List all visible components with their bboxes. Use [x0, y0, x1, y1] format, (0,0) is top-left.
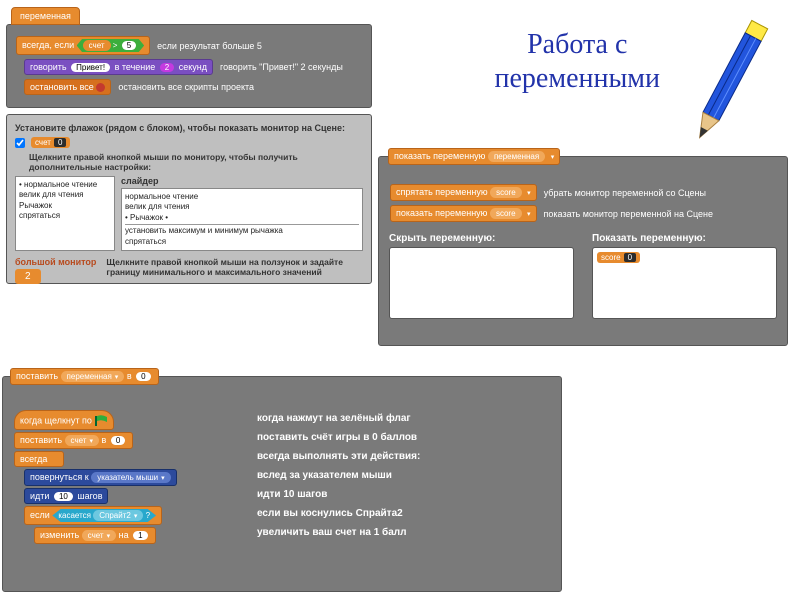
- touching-sensor: касается Спрайт2 ?: [52, 509, 156, 522]
- explain-show: показать монитор переменной на Сцене: [544, 209, 713, 219]
- block-if[interactable]: если касается Спрайт2 ?: [24, 506, 162, 525]
- block-hide-variable[interactable]: спрятать переменную score: [390, 184, 537, 201]
- block-show-variable-row[interactable]: показать переменную score: [390, 205, 537, 222]
- page-title: Работа с переменными: [495, 28, 660, 95]
- block-set-count[interactable]: поставить счет в 0: [14, 432, 133, 449]
- block-forever-if[interactable]: всегда, если счет > 5: [16, 36, 150, 55]
- show-header: Показать переменную:: [592, 233, 777, 244]
- title-line2: переменными: [495, 63, 660, 94]
- explain-3: остановить все скрипты проекта: [118, 82, 254, 92]
- slider-note: Щелкните правой кнопкой мыши на ползунок…: [106, 257, 363, 277]
- slider-label: слайдер: [121, 176, 363, 186]
- block-show-variable-top[interactable]: показать переменную переменная: [388, 148, 560, 165]
- show-monitor-checkbox[interactable]: [15, 138, 25, 148]
- explain-hide: убрать монитор переменной со Сцены: [544, 188, 706, 198]
- context-menu[interactable]: нормальное чтение велик для чтения • Рыч…: [121, 188, 363, 251]
- block-when-flag[interactable]: когда щелкнут по: [14, 410, 114, 430]
- green-flag-icon: [94, 415, 108, 427]
- explain-1: если результат больше 5: [157, 41, 262, 51]
- monitor-heading: Установите флажок (рядом с блоком), чтоб…: [15, 123, 363, 133]
- panel-script-example-2: поставить переменная в 0 когда щелкнут п…: [2, 376, 562, 592]
- block-forever[interactable]: всегда: [14, 451, 64, 467]
- explain-column: когда нажмут на зелёный флаг поставить с…: [257, 409, 551, 545]
- gt-operator: счет > 5: [77, 39, 145, 52]
- block-move-steps[interactable]: идти 10 шагов: [24, 488, 108, 504]
- explain-2: говорить "Привет!" 2 секунды: [220, 62, 343, 72]
- block-change-var[interactable]: изменить счет на 1: [34, 527, 156, 544]
- hide-header: Скрыть переменную:: [389, 233, 574, 244]
- block-set-var-top[interactable]: поставить переменная в 0: [10, 368, 159, 385]
- variables-tab[interactable]: переменная: [11, 7, 80, 25]
- monitor-small: счет0: [31, 137, 70, 148]
- panel-show-hide-variable: показать переменную переменная спрятать …: [378, 156, 788, 346]
- panel-monitor-settings: Установите флажок (рядом с блоком), чтоб…: [6, 114, 372, 284]
- big-monitor-value: 2: [15, 269, 41, 284]
- pencil-icon: [670, 10, 780, 170]
- big-monitor-label: большой монитор: [15, 257, 96, 267]
- hide-stage-box: [389, 247, 574, 319]
- script-stack: когда щелкнут по поставить счет в 0 всег…: [13, 409, 243, 545]
- title-line1: Работа с: [527, 29, 627, 60]
- options-list-left: • нормальное чтение велик для чтения Рыч…: [15, 176, 115, 251]
- monitor-instr: Щелкните правой кнопкой мыши по монитору…: [29, 152, 363, 172]
- show-stage-box: score0: [592, 247, 777, 319]
- block-point-towards[interactable]: повернуться к указатель мыши: [24, 469, 177, 486]
- block-say[interactable]: говорить Привет! в течение 2 секунд: [24, 59, 213, 75]
- block-stop-all[interactable]: остановить все: [24, 79, 111, 95]
- panel-script-example-1: переменная всегда, если счет > 5 если ре…: [6, 24, 372, 108]
- score-monitor: score0: [597, 252, 640, 263]
